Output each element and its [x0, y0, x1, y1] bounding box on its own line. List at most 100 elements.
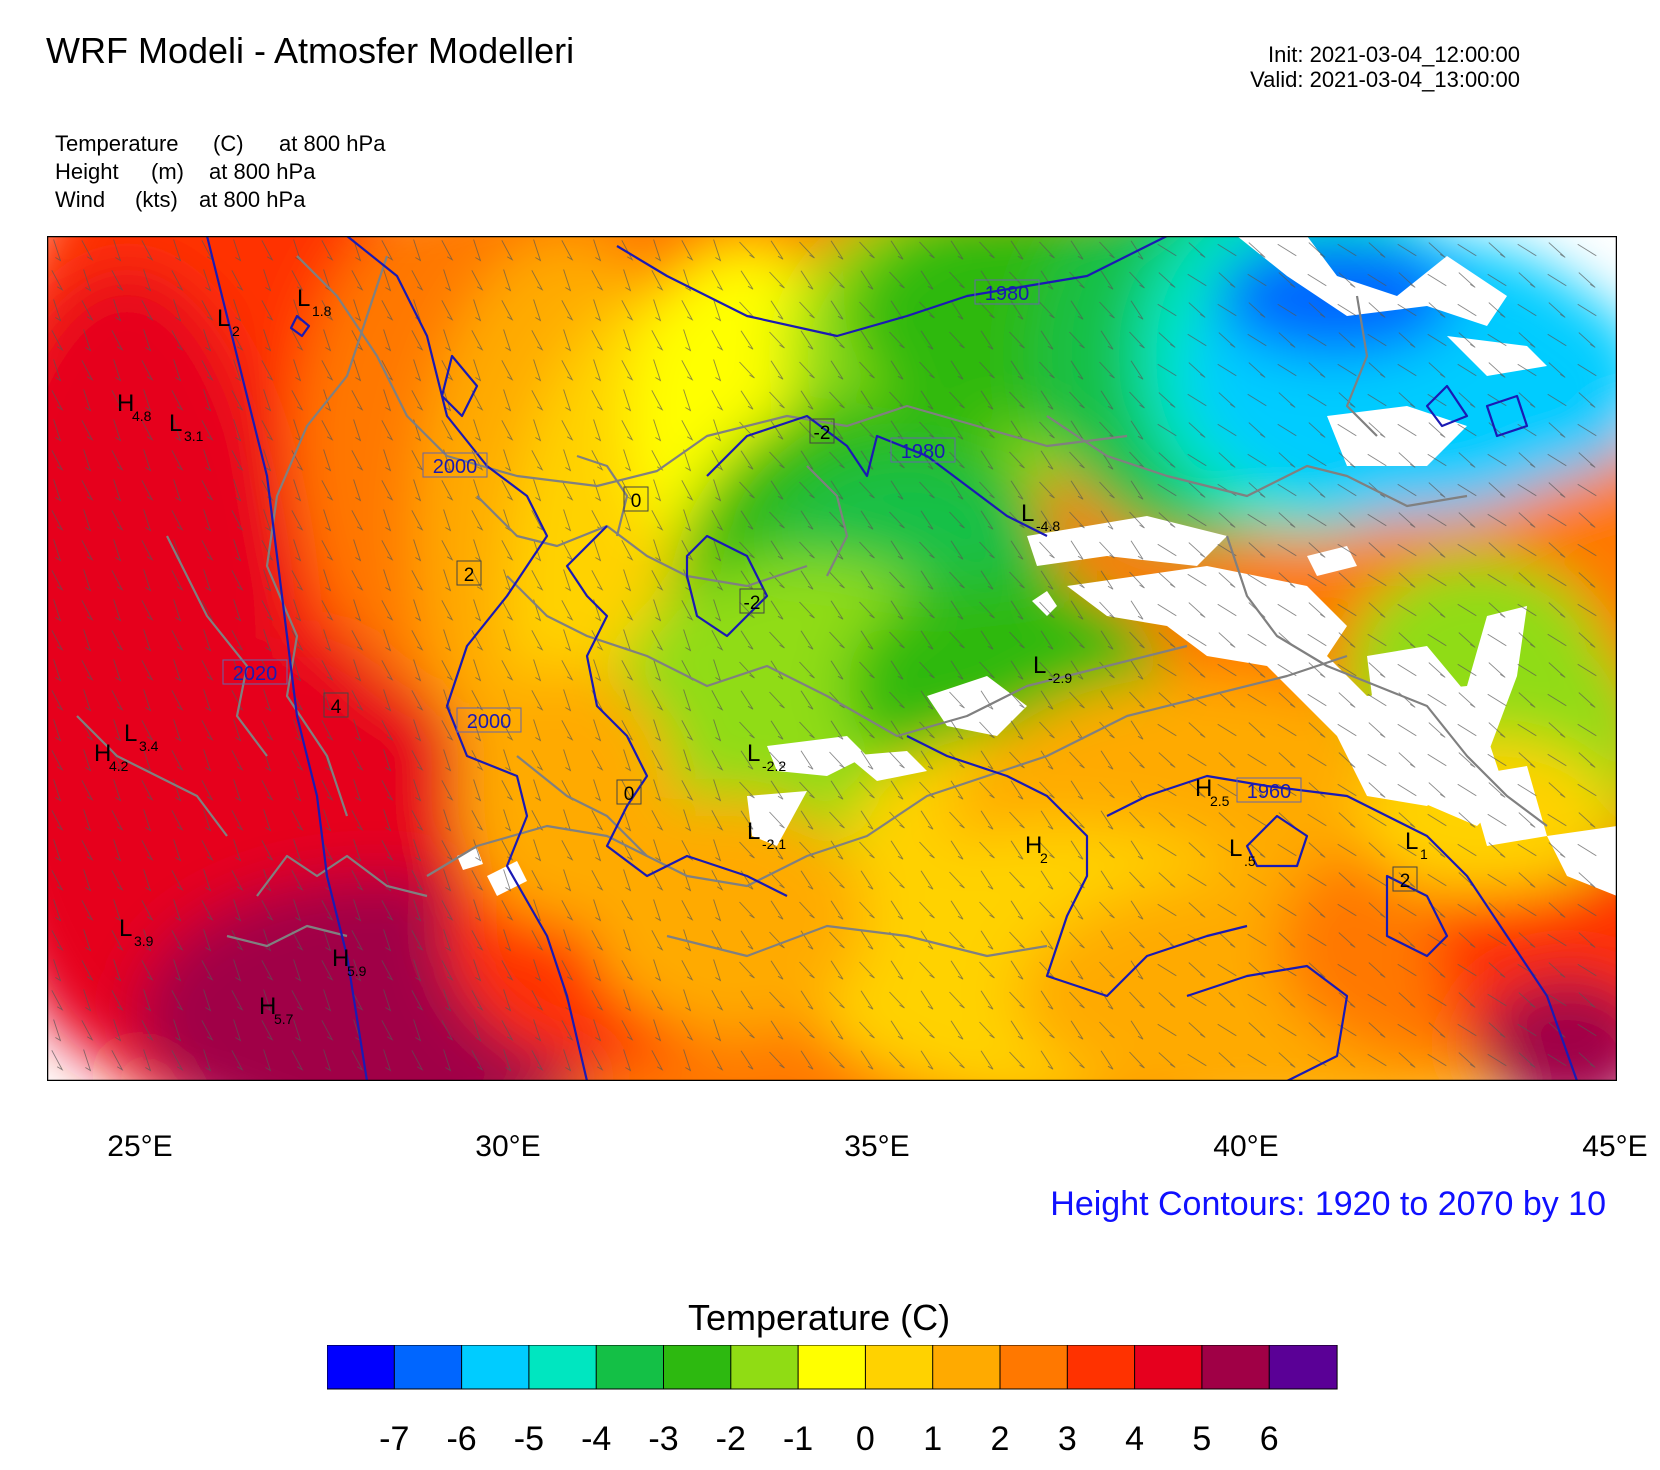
pressure-center-letter: L: [124, 720, 137, 747]
pressure-center-letter: L: [1405, 828, 1418, 855]
pressure-center: L -2.9: [1033, 652, 1072, 686]
field-unit: (m): [151, 159, 184, 184]
temp-contour-label-box: [456, 560, 482, 586]
pressure-center-value: 3.4: [139, 738, 159, 754]
colorbar-label: 0: [855, 1420, 875, 1458]
pressure-center-value: .5: [1244, 853, 1256, 869]
colorbar-swatch: [393, 1345, 463, 1390]
pressure-center-letter: L: [1229, 835, 1242, 862]
colorbar-label: -5: [513, 1420, 545, 1458]
field-name: Height: [55, 159, 119, 184]
contour-label-box: [422, 452, 488, 478]
pressure-center-letter: L: [1021, 500, 1034, 527]
colorbar-swatch: [528, 1345, 598, 1390]
height-contour-label: 1980: [901, 441, 946, 463]
pressure-center-letter: L: [297, 285, 310, 312]
pressure-center-value: 2: [232, 323, 240, 339]
colorbar-label: 6: [1259, 1420, 1279, 1458]
pressure-center-value: -2.2: [762, 758, 786, 774]
height-contour-note: Height Contours: 1920 to 2070 by 10: [1050, 1185, 1606, 1223]
temp-contour-label: 0: [631, 491, 642, 512]
temp-contour-label-box: [616, 779, 642, 805]
colorbar-label: 1: [923, 1420, 943, 1458]
pressure-center-value: -4.8: [1036, 518, 1060, 534]
pressure-center: L 3.9: [119, 915, 154, 949]
colorbar-swatch: [1268, 1345, 1338, 1390]
temp-contour-label-box: [623, 486, 649, 512]
field-level: at 800 hPa: [199, 187, 306, 212]
pressure-center: L 3.4: [124, 720, 159, 754]
temp-contour-label: -2: [814, 423, 831, 444]
colorbar-swatch: [1134, 1345, 1203, 1390]
colorbar-label: 3: [1057, 1420, 1077, 1458]
lon-tick-label: 40°E: [1213, 1130, 1279, 1163]
contour-label-box: [222, 659, 288, 685]
lon-tick-label: 45°E: [1582, 1130, 1648, 1163]
pressure-center-letter: H: [332, 945, 349, 972]
colorbar-label: 5: [1192, 1420, 1212, 1458]
valid-time: Valid: 2021-03-04_13:00:00: [1250, 67, 1520, 92]
country-borders: [76, 255, 1548, 958]
pressure-center-value: 4.2: [109, 758, 129, 774]
pressure-center-value: 1.8: [312, 303, 332, 319]
colorbar-label: -2: [715, 1420, 746, 1458]
pressure-center-value: 5.9: [347, 963, 367, 979]
pressure-center: H5.9: [332, 945, 367, 979]
colorbar-swatch: [730, 1345, 800, 1390]
contour-label-box: [456, 707, 522, 733]
contour-label-box: [1236, 777, 1302, 803]
height-contour-label: 1960: [1247, 781, 1292, 803]
colorbar-label: -3: [648, 1420, 679, 1458]
pressure-center-value: 2.5: [1210, 793, 1230, 809]
pressure-center-letter: H: [117, 390, 134, 417]
pressure-center-letter: L: [1033, 652, 1046, 679]
field-unit: (C): [213, 131, 244, 156]
pressure-center-value: 5.7: [274, 1011, 294, 1027]
pressure-center-value: 1: [1420, 846, 1428, 862]
lon-tick-label: 25°E: [107, 1130, 173, 1163]
temp-contour-label: 2: [464, 565, 475, 586]
pressure-center: H2: [1025, 832, 1048, 866]
temp-contour-label: 4: [331, 697, 342, 718]
field-level: at 800 hPa: [279, 131, 386, 156]
pressure-center-letter: H: [94, 740, 111, 767]
temp-contour-label: -2: [744, 593, 761, 614]
init-time: Init: 2021-03-04_12:00:00: [1268, 42, 1520, 67]
lon-tick-label: 35°E: [844, 1130, 910, 1163]
page-title: WRF Modeli - Atmosfer Modelleri: [46, 30, 575, 71]
pressure-center-value: -2.1: [762, 836, 786, 852]
field-row: Height (m) at 800 hPa: [55, 158, 385, 186]
pressure-center: L 1.8: [297, 285, 332, 319]
colorbar-swatch: [327, 1345, 396, 1390]
pressure-center-letter: L: [169, 410, 182, 437]
temp-contour-label: 2: [1400, 871, 1411, 892]
colorbar-label: 4: [1125, 1420, 1145, 1458]
field-unit: (kts): [135, 187, 178, 212]
contour-label-box: [890, 437, 956, 463]
colorbar-label: 2: [990, 1420, 1010, 1458]
pressure-center: L .5: [1229, 835, 1256, 869]
pressure-center-letter: H: [259, 993, 276, 1020]
pressure-center: L -2.1: [747, 818, 786, 852]
colorbar-swatch: [595, 1345, 665, 1390]
pressure-center: H4.8: [117, 390, 152, 424]
pressure-center: L -4.8: [1021, 500, 1060, 534]
colorbar: [327, 1345, 1338, 1390]
pressure-center-value: 3.1: [184, 428, 204, 444]
pressure-center-letter: L: [747, 740, 760, 767]
height-contour-label: 1980: [985, 283, 1030, 305]
colorbar-swatch: [1201, 1345, 1271, 1390]
map-frame: [47, 236, 1617, 1081]
pressure-center: H5.7: [259, 993, 294, 1027]
pressure-center-letter: H: [1195, 775, 1212, 802]
colorbar-swatch: [999, 1345, 1069, 1390]
field-list: Temperature (C) at 800 hPa Height (m) at 800…: [55, 130, 385, 214]
temp-contour-label: 0: [624, 784, 635, 805]
pressure-center-value: 2: [1040, 850, 1048, 866]
colorbar-swatch: [797, 1345, 867, 1390]
field-row: Temperature (C) at 800 hPa: [55, 130, 385, 158]
field-name: Temperature: [55, 131, 179, 156]
